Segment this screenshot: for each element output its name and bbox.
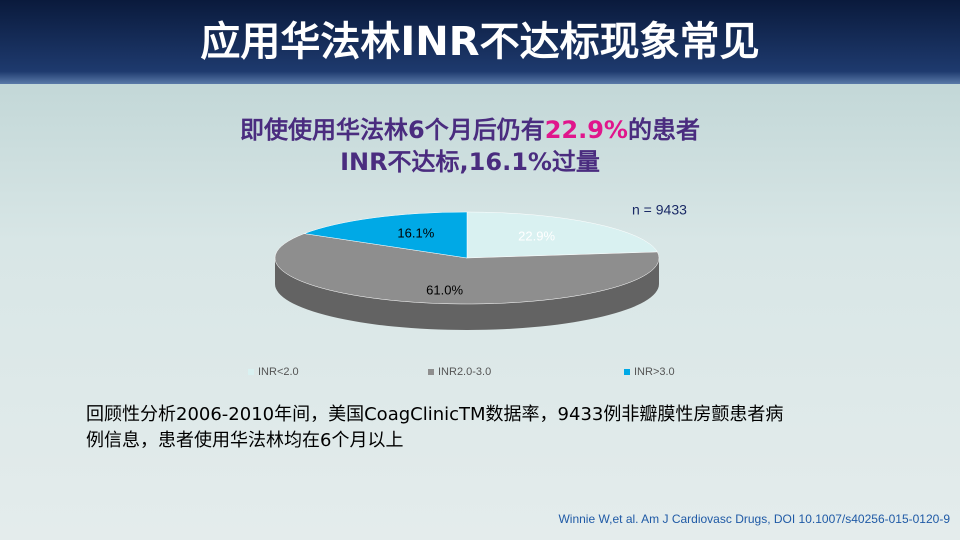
body-text: 回顾性分析2006-2010年间，美国CoagClinicTM数据率，9433例… [86,402,783,454]
legend-label: INR>3.0 [634,366,675,378]
header: 应用华法林INR不达标现象常见 [0,0,960,84]
data-label: 16.1% [397,225,434,240]
slice [303,211,468,259]
body-line: 回顾性分析2006-2010年间，美国CoagClinicTM数据率，9433例… [86,404,784,425]
citation: Winnie W,et al. Am J Cardiovasc Drugs, D… [558,512,950,526]
slice-side [275,258,659,330]
legend-marker [624,369,630,375]
slice [466,211,658,259]
chart-title-part: INR不达标,16.1%过量 [340,148,600,176]
chart-title: 即使使用华法林6个月后仍有22.9%的患者 INR不达标,16.1%过量 [0,114,940,178]
slide-title: 应用华法林INR不达标现象常见 [200,19,760,65]
annotation: n = 9433 [632,202,687,218]
slice [274,233,660,305]
data-label: 61.0% [426,282,463,297]
body-line: 例信息，患者使用华法林均在6个月以上 [86,430,404,451]
data-label: 22.9% [518,229,555,244]
chart-title-part: 的患者 [627,116,700,144]
legend-label: INR2.0-3.0 [438,366,491,378]
legend-marker [428,369,434,375]
legend-label: INR<2.0 [258,366,299,378]
chart-title-highlight: 22.9% [544,116,628,144]
chart-title-part: 即使使用华法林6个月后仍有 [240,116,545,144]
legend-marker [248,369,254,375]
